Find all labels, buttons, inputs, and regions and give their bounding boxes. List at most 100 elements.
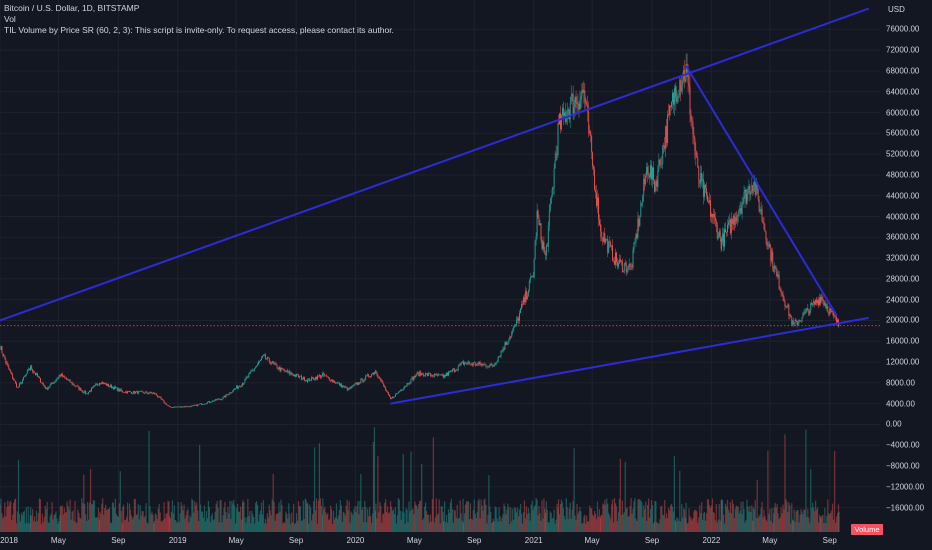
candle-body (820, 297, 821, 304)
candle-body (61, 373, 63, 377)
volume-bar (411, 509, 413, 532)
candle-body (450, 370, 452, 372)
volume-bar (727, 509, 730, 532)
price-chart[interactable] (0, 0, 880, 532)
volume-bar (132, 516, 135, 532)
volume-bar (553, 509, 555, 532)
candle-body (747, 189, 749, 194)
candle-body (321, 374, 323, 377)
volume-bar (429, 514, 432, 532)
volume-bar (136, 513, 138, 532)
candle-body (38, 376, 39, 378)
candle-body (194, 405, 196, 406)
volume-bar (334, 517, 337, 532)
candle-body (406, 383, 408, 386)
candle-body (501, 350, 503, 352)
candle-body (381, 380, 383, 382)
candle-body (415, 375, 417, 378)
volume-bar (393, 513, 396, 532)
candle-body (123, 392, 125, 393)
volume-bar (404, 523, 406, 532)
volume-bar (666, 513, 668, 532)
volume-bar (644, 509, 646, 532)
candle-body (667, 114, 669, 143)
price-tick-label: 16000.00 (886, 336, 920, 346)
candle-body (620, 260, 622, 262)
candle-body (598, 197, 599, 220)
volume-bar (177, 501, 179, 532)
volume-bar (520, 513, 523, 532)
volume-bar (791, 503, 793, 532)
candle-body (206, 402, 208, 404)
volume-bar (362, 507, 364, 532)
candle-body (58, 376, 60, 379)
candle-body (27, 369, 29, 371)
candle-body (117, 388, 119, 391)
time-scale[interactable]: 2018 May Sep 2019 May Sep 2020 May Sep 2021 May Sep… (0, 532, 880, 550)
volume-bar (353, 509, 355, 532)
volume-legend[interactable]: Vol (4, 14, 16, 24)
volume-bar (508, 507, 510, 532)
volume-bar (49, 515, 51, 532)
volume-bar (722, 514, 725, 532)
candle-body (342, 385, 344, 388)
volume-bar (394, 507, 396, 532)
drawings[interactable] (0, 7, 880, 405)
volume-bar (721, 499, 723, 532)
volume-bar (385, 499, 387, 532)
candle-body (753, 180, 755, 186)
volume-bar (637, 499, 639, 532)
volume-bar (601, 514, 603, 532)
volume-bar (5, 516, 7, 532)
volume-bar (165, 513, 167, 532)
volume-bar (743, 508, 745, 532)
volume-bar (139, 505, 141, 532)
volume-bar (235, 523, 237, 532)
candle-body (523, 297, 524, 305)
volume-bar (829, 514, 831, 532)
candle-body (547, 225, 549, 247)
candle-body (732, 215, 734, 224)
symbol-title[interactable]: Bitcoin / U.S. Dollar, 1D, BITSTAMP (4, 3, 140, 13)
candle-body (226, 394, 228, 396)
volume-bar (27, 506, 29, 532)
volume-bar (802, 514, 804, 532)
volume-bar (700, 513, 702, 532)
volume-bar (458, 517, 460, 532)
candle-body (536, 210, 538, 237)
indicator-legend[interactable]: TIL Volume by Price SR (60, 2, 3): This … (4, 25, 394, 35)
candle-body (131, 393, 133, 394)
candle-body (249, 372, 251, 374)
volume-bar (424, 502, 427, 532)
volume-bar (449, 502, 452, 532)
candle-body (398, 391, 400, 393)
volume-bar (301, 519, 303, 532)
volume-bar (544, 508, 546, 532)
volume-bar (183, 504, 185, 532)
volume-bar (569, 502, 571, 532)
price-scale[interactable]: USD 76000.00 72000.00 68000.00 64000.00 6000… (880, 0, 932, 550)
candle-body (88, 392, 90, 394)
candle-body (118, 388, 120, 392)
volume-bar (469, 503, 471, 532)
candle-body (831, 311, 833, 312)
volume-bar (4, 502, 6, 532)
volume-bar (195, 505, 197, 532)
volume-bar (769, 508, 771, 532)
candle-body (365, 375, 367, 380)
candle-body (603, 233, 605, 242)
candle-body (378, 376, 380, 379)
candle-body (575, 97, 577, 102)
candle-body (214, 399, 216, 401)
candle-body (405, 385, 407, 387)
volume-bar (750, 511, 752, 532)
candle-body (122, 390, 124, 393)
candle-body (219, 399, 221, 400)
volume-bar (583, 516, 585, 532)
candle-body (290, 372, 292, 375)
volume-bar (242, 499, 244, 532)
candle-body (308, 378, 310, 380)
candle-body (434, 373, 436, 375)
volume-bar (838, 511, 840, 532)
